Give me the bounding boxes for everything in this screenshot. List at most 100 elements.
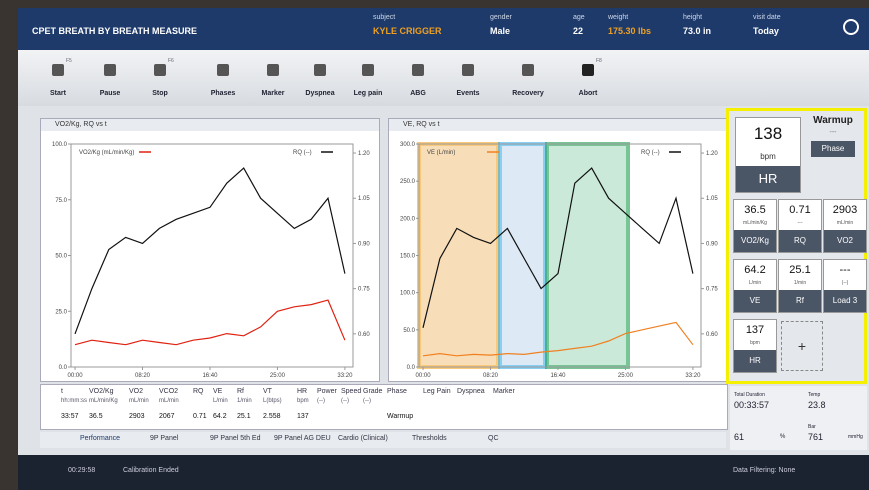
bar-label: Bar: [808, 424, 816, 430]
toolbar-button[interactable]: Pause: [88, 52, 132, 102]
button-label: Dyspnea: [298, 90, 342, 97]
metric-label: Rf: [779, 290, 821, 312]
column-unit: (--): [363, 398, 371, 404]
age-label: age: [573, 14, 585, 21]
button-label: Marker: [251, 90, 295, 97]
add-tile[interactable]: +: [781, 321, 823, 371]
y2-tick-label: 0.60: [358, 332, 370, 338]
button-icon: [267, 64, 279, 76]
x-tick-label: 08:20: [483, 373, 499, 379]
metric-label: VE: [734, 290, 776, 312]
column-header: RQ: [193, 388, 204, 395]
series-line: [75, 168, 345, 334]
toolbar-button[interactable]: Marker: [251, 52, 295, 102]
metric-unit: 1/min: [779, 280, 821, 286]
data-filtering: Data Filtering: None: [733, 467, 795, 474]
humidity-unit: %: [780, 434, 785, 440]
y2-tick-label: 1.05: [358, 196, 370, 202]
tab[interactable]: 9P Panel: [150, 435, 178, 442]
button-icon: [314, 64, 326, 76]
metric-tile: ---(--)Load 3: [823, 259, 867, 313]
y2-tick-label: 1.20: [358, 151, 370, 157]
series-line: [75, 300, 345, 345]
toolbar-button[interactable]: Phases: [201, 52, 245, 102]
toolbar-button[interactable]: ABG: [396, 52, 440, 102]
status-bar: 00:29:58 Calibration Ended Data Filterin…: [18, 455, 869, 490]
app-title: CPET BREATH BY BREATH MEASURE: [32, 26, 197, 36]
table-cell: 33:57: [61, 413, 79, 420]
x-tick-label: 08:20: [135, 373, 151, 379]
toolbar-button[interactable]: Dyspnea: [298, 52, 342, 102]
shortcut-key: F8: [596, 58, 602, 64]
y-tick-label: 0.0: [407, 365, 416, 371]
column-header: HR: [297, 388, 307, 395]
toolbar-button[interactable]: Events: [446, 52, 490, 102]
metric-unit: L/min: [734, 280, 776, 286]
button-icon: [52, 64, 64, 76]
height-label: height: [683, 14, 702, 21]
toolbar-button[interactable]: Recovery: [506, 52, 550, 102]
visit: Today: [753, 26, 779, 36]
tab[interactable]: Thresholds: [412, 435, 447, 442]
header: CPET BREATH BY BREATH MEASURE subject KY…: [18, 8, 869, 50]
y2-tick-label: 0.90: [358, 241, 370, 247]
subject: KYLE CRIGGER: [373, 26, 442, 36]
column-unit: mL/min/Kg: [89, 398, 118, 404]
tab[interactable]: Cardio (Clinical): [338, 435, 388, 442]
legend-label: RQ (--): [293, 150, 312, 156]
tab-bar: Performance 9P Panel 9P Panel 5th Ed 9P Pan…: [40, 432, 726, 448]
column-header: Dyspnea: [457, 388, 485, 395]
x-tick-label: 00:00: [68, 373, 84, 379]
duration: 00:33:57: [734, 400, 769, 410]
tab[interactable]: 9P Panel 5th Ed: [210, 435, 260, 442]
column-header: VCO2: [159, 388, 178, 395]
x-tick-label: 33:20: [685, 373, 701, 379]
tab[interactable]: Performance: [80, 435, 120, 442]
y-tick-label: 200.0: [400, 216, 416, 222]
x-tick-label: 33:20: [337, 373, 353, 379]
y-tick-label: 50.0: [55, 254, 67, 260]
metric-value: 36.5: [734, 204, 776, 216]
button-icon: [154, 64, 166, 76]
column-unit: L(btps): [263, 398, 282, 404]
y2-tick-label: 1.20: [706, 151, 718, 157]
table-cell: 2903: [129, 413, 145, 420]
table-cell: 25.1: [237, 413, 251, 420]
table-cell: 2.558: [263, 413, 281, 420]
metric-label: RQ: [779, 230, 821, 252]
metric-label: Load 3: [824, 290, 866, 312]
button-icon: [522, 64, 534, 76]
column-unit: 1/min: [237, 398, 252, 404]
age: 22: [573, 26, 583, 36]
user-button[interactable]: [843, 19, 859, 35]
temp: 23.8: [808, 400, 826, 410]
y-tick-label: 100.0: [400, 291, 416, 297]
metric-label: HR: [734, 350, 776, 372]
tab[interactable]: QC: [488, 435, 499, 442]
plot-frame: [71, 144, 353, 367]
button-label: Leg pain: [346, 90, 390, 97]
metric-value: 137: [734, 324, 776, 336]
legend-label: VO2/Kg (mL/min/Kg): [79, 150, 134, 156]
x-tick-label: 25:00: [270, 373, 286, 379]
metric-unit: ---: [779, 220, 821, 226]
x-tick-label: 00:00: [416, 373, 432, 379]
button-label: ABG: [396, 90, 440, 97]
phase-sub: ---: [805, 129, 861, 136]
metric-tile: 36.5mL/min/KgVO2/Kg: [733, 199, 777, 253]
column-header: t: [61, 388, 63, 395]
tab[interactable]: 9P Panel AG DEU: [274, 435, 331, 442]
legend-label: VE (L/min): [427, 150, 455, 156]
metric-value: 64.2: [734, 264, 776, 276]
metric-tile: 64.2 L/min VE: [733, 259, 777, 313]
button-label: Stop: [138, 90, 182, 97]
table-cell: 137: [297, 413, 309, 420]
y-tick-label: 300.0: [400, 142, 416, 148]
column-unit: hh:mm:ss: [61, 398, 87, 404]
toolbar-button[interactable]: Leg pain: [346, 52, 390, 102]
